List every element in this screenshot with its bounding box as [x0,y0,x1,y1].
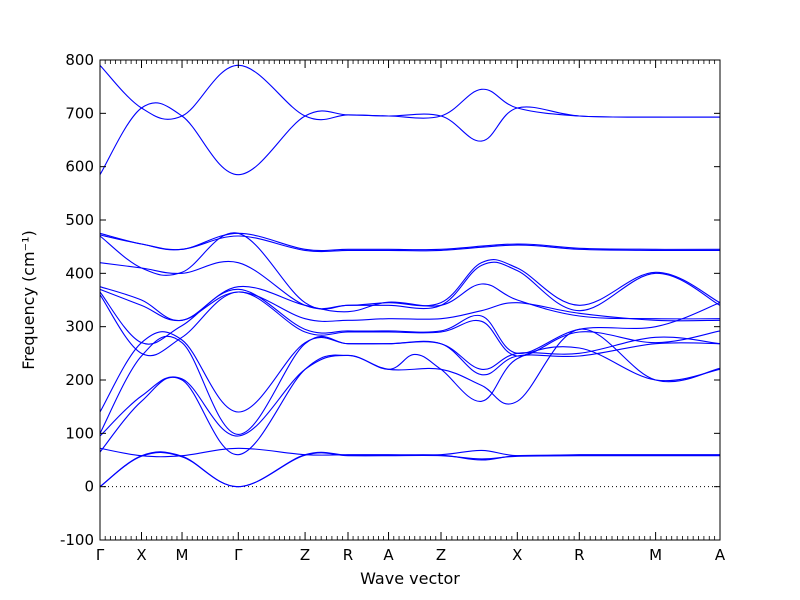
x-tick-label: Z [300,546,310,564]
ticks-layer: -100 0 100 200 300 400 500 600 700 800 Γ X M Γ Z R A Z X R M… [60,51,726,564]
y-tick-label: 200 [65,371,94,389]
x-axis-label: Wave vector [360,569,460,588]
x-tick-label: R [343,546,353,564]
x-tick-label: A [715,546,726,564]
x-tick-label: Z [436,546,446,564]
band-line-12 [99,335,721,435]
band-line-10 [99,291,721,357]
band-line-17 [99,451,720,488]
series-layer [99,64,721,488]
x-tick-label: X [136,546,146,564]
y-tick-label: -100 [60,531,94,549]
band-line-8 [99,288,721,322]
x-tick-label: A [383,546,394,564]
band-line-13 [99,328,721,437]
band-line-6 [99,260,721,312]
y-tick-label: 400 [65,264,94,282]
x-tick-label: Γ [96,546,105,564]
plot-frame [99,59,721,541]
band-line-2 [99,102,721,176]
band-line-7 [99,283,721,321]
y-tick-label: 600 [65,158,94,176]
y-tick-label: 800 [65,51,94,69]
y-tick-label: 500 [65,211,94,229]
band-line-3 [99,232,721,252]
band-line-14 [99,346,721,456]
x-tick-label: M [176,546,189,564]
band-line-11 [99,331,721,413]
x-tick-label: R [574,546,584,564]
band-line-4 [99,234,721,253]
y-tick-label: 700 [65,104,94,122]
y-tick-label: 300 [65,318,94,336]
y-axis-label: Frequency (cm⁻¹) [19,230,38,369]
y-tick-label: 100 [65,424,94,442]
x-tick-label: X [512,546,522,564]
band-line-1 [99,64,721,121]
band-line-9 [99,288,721,354]
band-line-16 [99,451,720,488]
x-tick-label: M [649,546,662,564]
y-tick-label: 0 [84,478,94,496]
x-tick-label: Γ [234,546,243,564]
